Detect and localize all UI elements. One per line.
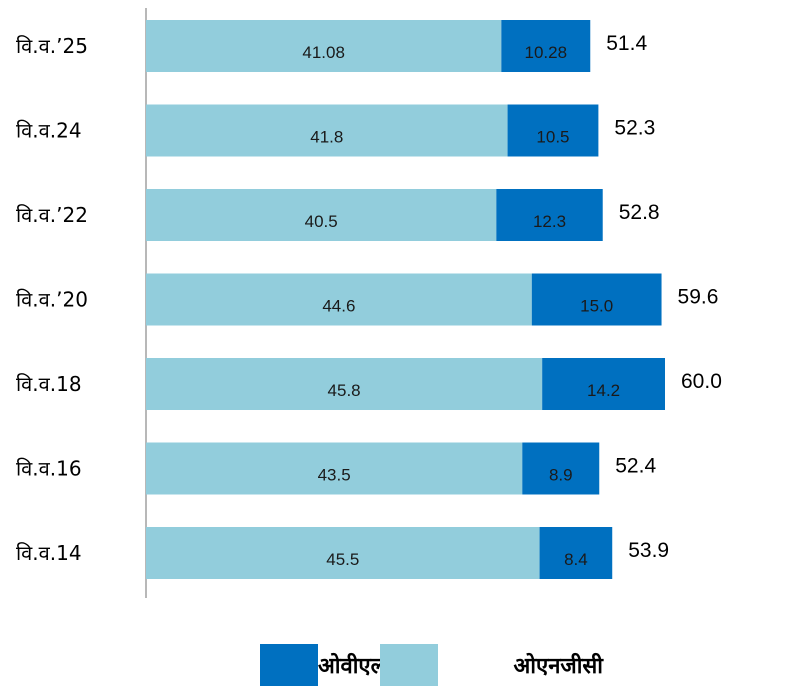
stacked-bar-chart: वि.व.’25 41.08 10.28 51.4 वि.व.24 41.8 10.5 52.… — [16, 8, 722, 598]
legend-swatch-ongc — [379, 644, 438, 686]
bar-segment-ovl — [531, 273, 662, 326]
data-label-ovl: 12.3 — [533, 212, 566, 231]
bar-segment-ovl — [507, 104, 599, 157]
legend: ओवीएल ओएनजीसी — [260, 644, 603, 686]
bar-segment-ovl — [501, 20, 591, 72]
data-label-ongc: 40.5 — [305, 212, 338, 231]
legend-swatch-ovl — [260, 644, 318, 686]
data-label-ovl: 10.5 — [536, 128, 569, 147]
bar-segment-ongc — [146, 189, 497, 241]
total-label: 53.9 — [628, 539, 669, 562]
total-label: 52.3 — [614, 117, 655, 140]
category-label: वि.व.18 — [16, 372, 82, 396]
bars-group: वि.व.’25 41.08 10.28 51.4 वि.व.24 41.8 10.5 52.… — [16, 20, 722, 579]
total-label: 59.6 — [678, 286, 719, 309]
bar-segment-ongc — [146, 358, 543, 410]
data-label-ovl: 10.28 — [525, 43, 568, 62]
data-label-ovl: 14.2 — [587, 381, 620, 400]
bar-segment-ongc — [146, 527, 540, 579]
total-label: 52.4 — [615, 455, 656, 478]
legend-label-ovl: ओवीएल — [318, 653, 386, 679]
category-label: वि.व.’25 — [16, 34, 88, 58]
total-label: 52.8 — [619, 201, 660, 224]
bar-segment-ovl — [542, 358, 665, 410]
bar-segment-ovl — [496, 189, 603, 241]
legend-item-ongc: ओएनजीसी — [379, 644, 604, 686]
legend-item-ovl: ओवीएल — [260, 644, 386, 686]
bar-segment-ongc — [146, 273, 532, 326]
bar-segment-ongc — [146, 442, 523, 495]
category-label: वि.व.16 — [16, 457, 82, 481]
data-label-ongc: 45.8 — [328, 381, 361, 400]
data-label-ongc: 44.6 — [322, 297, 355, 316]
total-label: 60.0 — [681, 370, 722, 393]
category-label: वि.व.’22 — [16, 203, 88, 227]
data-label-ongc: 45.5 — [326, 550, 359, 569]
data-label-ovl: 8.9 — [549, 466, 573, 485]
bar-segment-ongc — [146, 20, 502, 72]
data-label-ongc: 41.8 — [310, 128, 343, 147]
bar-segment-ongc — [146, 104, 508, 157]
data-label-ovl: 8.4 — [564, 550, 588, 569]
data-label-ongc: 43.5 — [318, 466, 351, 485]
bar-segment-ovl — [522, 442, 600, 495]
legend-label-ongc: ओएनजीसी — [513, 653, 604, 679]
category-label: वि.व.’20 — [16, 288, 88, 312]
category-label: वि.व.14 — [16, 541, 82, 565]
category-label: वि.व.24 — [16, 119, 82, 143]
data-label-ongc: 41.08 — [302, 43, 345, 62]
data-label-ovl: 15.0 — [580, 297, 613, 316]
bar-segment-ovl — [539, 527, 613, 579]
total-label: 51.4 — [606, 32, 647, 55]
